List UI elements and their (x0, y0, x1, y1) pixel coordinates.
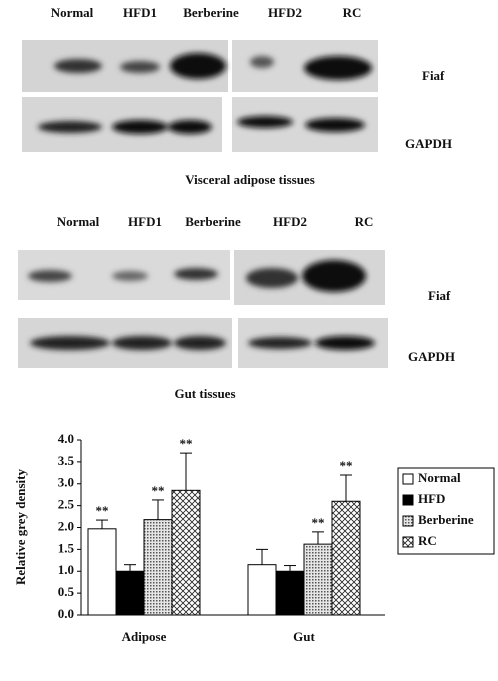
significance: ** (180, 436, 193, 451)
y-tick-label: 1.5 (58, 540, 75, 555)
bar (275, 570, 305, 616)
lane-label: HFD1 (123, 5, 157, 20)
lane-label: Normal (57, 214, 100, 229)
lane-label: Berberine (183, 5, 239, 20)
legend-swatch (402, 536, 414, 548)
x-tick-label: Adipose (122, 629, 167, 644)
y-tick-label: 0.0 (58, 606, 74, 621)
bands (28, 260, 375, 350)
legend-label: RC (418, 533, 437, 548)
y-tick-label: 0.5 (58, 584, 75, 599)
lane-label: HFD1 (128, 214, 162, 229)
bar (115, 570, 145, 616)
blot-panel: Normal HFD1 Berberine HFD2 RC Fiaf GAPDH… (22, 5, 452, 187)
y-tick-label: 2.0 (58, 518, 74, 533)
lane-label: Berberine (185, 214, 241, 229)
y-axis-label: Relative grey density (13, 468, 28, 585)
row-label: GAPDH (405, 136, 452, 151)
legend-box (397, 467, 495, 555)
y-tick-label: 3.0 (58, 475, 74, 490)
bands (38, 53, 372, 134)
row-label: Fiaf (428, 288, 451, 303)
bar (331, 500, 361, 616)
lane-label: HFD2 (273, 214, 307, 229)
y-tick-label: 2.5 (58, 497, 75, 512)
lane-label: RC (355, 214, 374, 229)
significance: ** (96, 503, 109, 518)
bar (171, 489, 201, 616)
bar (247, 564, 277, 616)
bar (143, 519, 173, 616)
bar (303, 543, 333, 616)
blot-caption: Visceral adipose tissues (185, 172, 315, 187)
blot-caption: Gut tissues (174, 386, 235, 401)
x-tick-label: Gut (293, 629, 315, 644)
bar-chart: Relative grey density 0.0 0.5 1.0 1.5 2.0 2.5… (13, 431, 495, 644)
lane-label: Normal (51, 5, 94, 20)
legend-swatch (402, 494, 414, 506)
legend-label: Berberine (418, 512, 474, 527)
lane-label: HFD2 (268, 5, 302, 20)
significance: ** (340, 458, 353, 473)
legend-swatch (402, 473, 414, 485)
y-tick-label: 1.0 (58, 562, 74, 577)
legend-swatch (402, 515, 414, 527)
row-label: GAPDH (408, 349, 455, 364)
y-tick-label: 3.5 (58, 453, 75, 468)
y-tick-label: 4.0 (58, 431, 74, 446)
legend-label: HFD (418, 491, 445, 506)
significance: ** (152, 483, 165, 498)
bar (87, 528, 117, 616)
row-label: Fiaf (422, 68, 445, 83)
significance: ** (312, 515, 325, 530)
lane-label: RC (343, 5, 362, 20)
legend-label: Normal (418, 470, 461, 485)
blot-panel: Normal HFD1 Berberine HFD2 RC Fiaf GAPDH… (18, 214, 455, 401)
